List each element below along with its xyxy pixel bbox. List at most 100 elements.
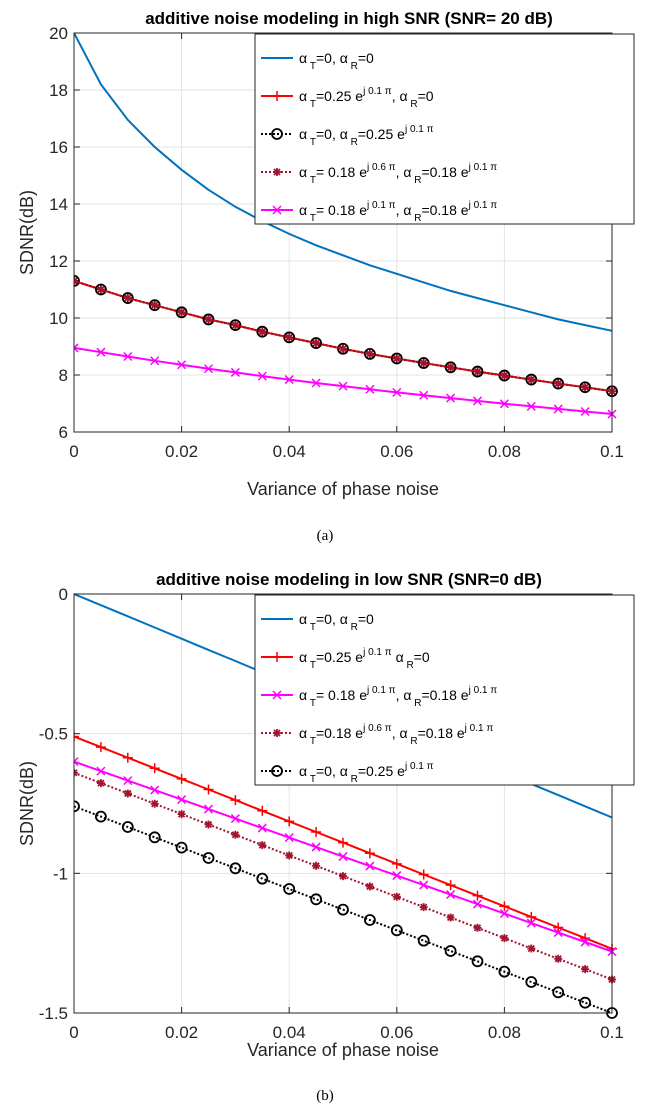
y-tick-label-7: 20 xyxy=(49,24,68,43)
legend-label-part-5: α xyxy=(403,202,411,218)
series-5-point-6 xyxy=(230,367,240,377)
legend-label-part-4: , xyxy=(396,202,404,218)
series-4-point-17 xyxy=(527,944,536,953)
legend-label-part-5: =0 xyxy=(358,50,374,66)
legend-entry-4: α T=0.18 ej 0.6 π, α R=0.18 ej 0.1 π xyxy=(261,723,493,747)
series-3-point-11 xyxy=(365,861,375,871)
series-4-point-7 xyxy=(258,327,267,336)
series-3-point-5 xyxy=(202,313,215,326)
series-5-point-7 xyxy=(257,371,267,381)
series-5-point-11 xyxy=(365,384,375,394)
series-3-point-10 xyxy=(338,852,348,862)
series-2-point-18 xyxy=(553,922,564,933)
y-tick-label-4: 14 xyxy=(49,195,68,214)
series-4-point-12 xyxy=(392,354,401,363)
legend-label-part-0: α xyxy=(299,126,307,142)
series-3-point-3 xyxy=(150,785,160,795)
series-3-point-15 xyxy=(472,899,483,909)
series-3-point-4 xyxy=(177,795,187,805)
y-tick-label-1: -1 xyxy=(53,864,68,883)
legend-label-part-3: j 0.1 π xyxy=(366,685,396,696)
legend-label-part-4: R xyxy=(348,137,358,148)
series-5-point-0 xyxy=(74,800,80,813)
series-4-point-6 xyxy=(231,830,240,839)
legend-marker-5 xyxy=(272,205,282,215)
series-4-point-9 xyxy=(312,339,321,348)
series-2-point-14 xyxy=(445,880,456,891)
legend-label-part-0: α xyxy=(299,88,307,104)
series-5-point-14 xyxy=(446,393,456,403)
legend-label-part-0: α xyxy=(299,50,307,66)
x-tick-label-4: 0.08 xyxy=(488,1023,521,1042)
series-5-point-18 xyxy=(552,986,565,999)
axes-box xyxy=(73,32,613,433)
series-5-point-9 xyxy=(311,378,321,388)
legend-label-part-3: j 0.1 π xyxy=(362,86,392,97)
series-3-point-14 xyxy=(446,890,456,900)
x-tick-label-3: 0.06 xyxy=(380,1023,413,1042)
series-5-point-19 xyxy=(580,406,590,417)
legend-label-part-6: R xyxy=(411,175,421,186)
series-4-point-6 xyxy=(231,321,240,330)
series-5 xyxy=(74,800,618,1019)
series-5-point-16 xyxy=(498,965,511,978)
series-3-point-2 xyxy=(123,776,133,786)
legend-label-part-5: α xyxy=(396,649,404,665)
legend-marker-2 xyxy=(272,91,282,101)
series-4 xyxy=(74,276,616,396)
legend-label-part-0: α xyxy=(299,687,307,703)
legend-entry-5: α T=0, α R=0.25 ej 0.1 π xyxy=(261,761,434,785)
legend-label-5: α T= 0.18 ej 0.1 π, α R=0.18 ej 0.1 π xyxy=(299,200,497,224)
series-5-point-8 xyxy=(283,883,296,895)
series-5-point-7 xyxy=(256,872,269,885)
series-3-point-17 xyxy=(526,918,536,928)
series-3-point-1 xyxy=(96,766,106,776)
series-4-point-2 xyxy=(123,789,132,798)
x-tick-label-1: 0.02 xyxy=(165,442,198,461)
series-4-point-17 xyxy=(527,375,536,384)
series-3-point-18 xyxy=(553,928,563,938)
series-5-point-11 xyxy=(363,914,376,926)
x-axis-label: Variance of phase noise xyxy=(247,479,439,499)
legend-marker-3 xyxy=(272,690,282,700)
series-2-point-13 xyxy=(418,869,429,880)
series-3-point-1 xyxy=(95,283,107,296)
series-5-point-1 xyxy=(95,810,107,823)
legend-marker-2 xyxy=(272,652,282,662)
legend-entry-2: α T=0.25 ej 0.1 π α R=0 xyxy=(261,647,430,671)
legend-label-part-4: , xyxy=(392,88,400,104)
series-line-1 xyxy=(74,32,613,332)
legend-label-part-7: =0.18 e xyxy=(421,687,468,703)
legend-label-part-2: =0.18 e xyxy=(316,725,363,741)
series-4-point-18 xyxy=(554,954,563,963)
legend-label-part-2: =0, xyxy=(316,50,340,66)
x-tick-label-1: 0.02 xyxy=(165,1023,198,1042)
series-2-point-10 xyxy=(338,837,348,848)
series-5-point-15 xyxy=(472,396,483,406)
legend-marker-3 xyxy=(271,128,283,140)
series-3-point-5 xyxy=(203,804,214,814)
series-2-point-11 xyxy=(364,848,375,859)
legend-label-part-6: R xyxy=(408,736,418,747)
series-5-point-4 xyxy=(175,841,188,854)
legend-label-part-5: =0.25 e xyxy=(358,763,405,779)
legend-label-4: α T=0.18 ej 0.6 π, α R=0.18 ej 0.1 π xyxy=(299,723,493,747)
series-2-point-5 xyxy=(203,784,214,795)
series-4-point-13 xyxy=(419,359,428,368)
legend-label-part-3: α xyxy=(340,763,348,779)
series-5-point-19 xyxy=(579,996,591,1009)
legend-label-part-8: j 0.1 π xyxy=(468,685,498,696)
legend-label-part-3: α xyxy=(340,126,348,142)
series-2-point-7 xyxy=(257,805,268,816)
legend-label-part-2: =0, xyxy=(316,763,340,779)
series-4-point-7 xyxy=(258,841,267,850)
legend-label-1: α T=0, α R=0 xyxy=(299,50,374,72)
legend-label-part-6: j 0.1 π xyxy=(404,124,434,135)
y-tick-label-2: -0.5 xyxy=(39,725,68,744)
series-5-point-0 xyxy=(74,343,79,353)
legend-label-part-3: α xyxy=(340,611,348,627)
legend-label-part-1: T xyxy=(307,774,316,785)
series-4-point-11 xyxy=(365,349,374,358)
series-5-point-9 xyxy=(310,893,323,906)
legend-label-part-0: α xyxy=(299,649,307,665)
